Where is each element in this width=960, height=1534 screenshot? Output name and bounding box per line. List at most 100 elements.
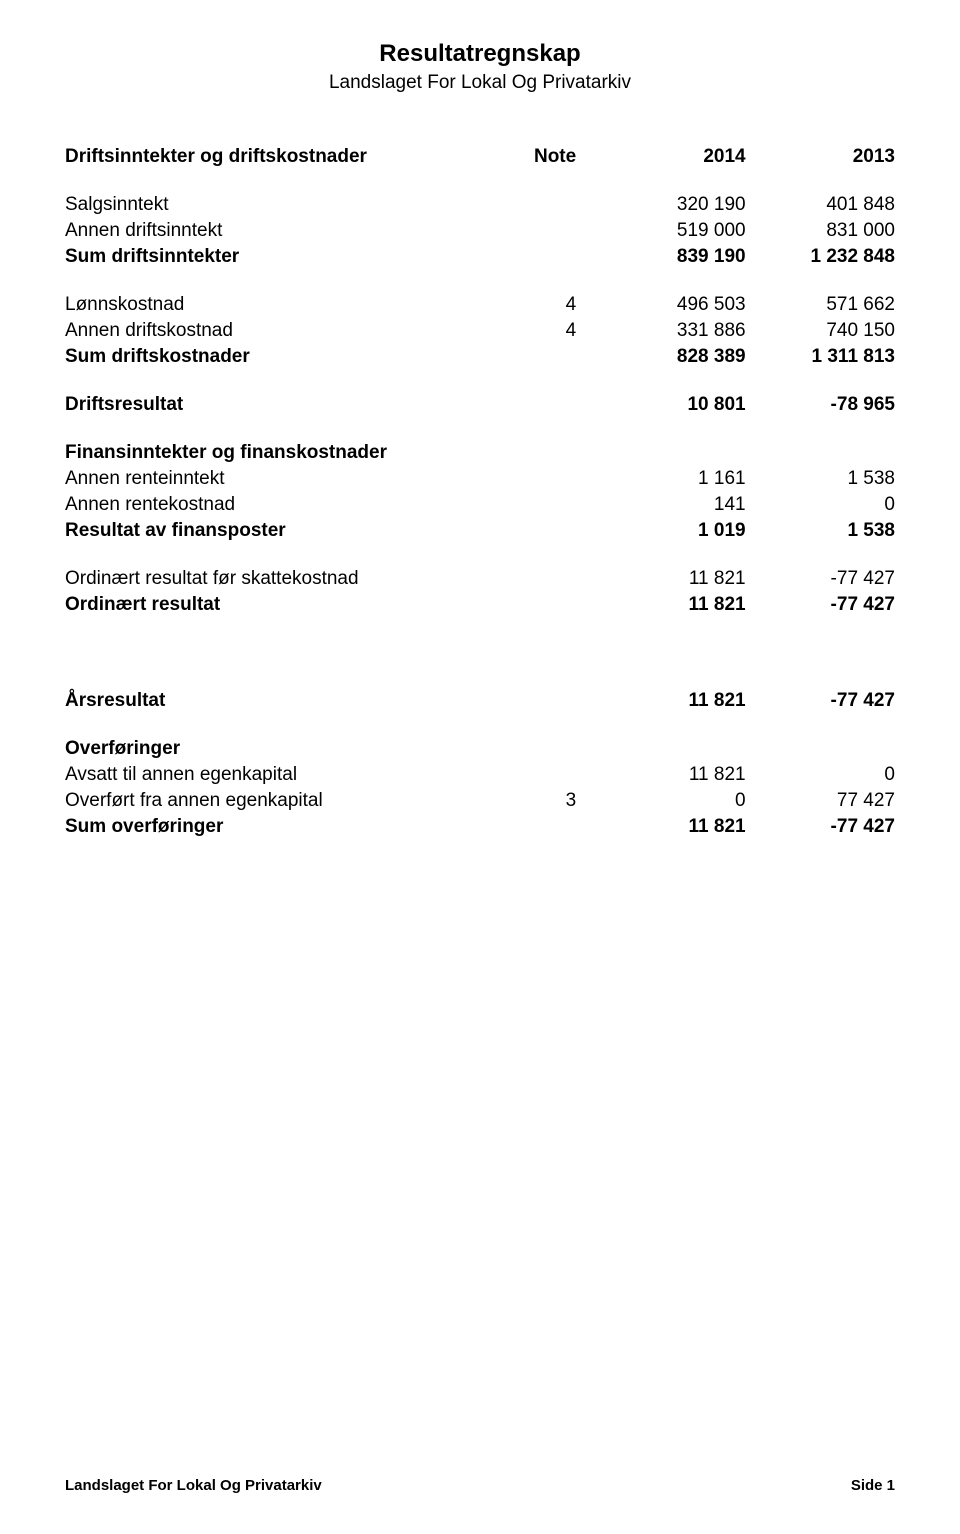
- footer-right: Side 1: [851, 1477, 895, 1494]
- row-label: Årsresultat: [65, 688, 497, 714]
- spacer-row: [65, 714, 895, 736]
- row-value1: 320 190: [596, 192, 745, 218]
- row-note: [497, 518, 597, 544]
- row-value2: 1 311 813: [746, 344, 895, 370]
- row-label: Annen driftsinntekt: [65, 218, 497, 244]
- row-note: [497, 344, 597, 370]
- header-year2: 2013: [746, 144, 895, 170]
- row-note: [497, 440, 597, 466]
- table-row: Annen renteinntekt 1 1611 538: [65, 466, 895, 492]
- table-row: Annen driftskostnad4331 886740 150: [65, 318, 895, 344]
- row-value1: [596, 736, 745, 762]
- row-value1: 11 821: [596, 762, 745, 788]
- table-row: Overført fra annen egenkapital3077 427: [65, 788, 895, 814]
- row-value2: -77 427: [746, 566, 895, 592]
- row-value2: [746, 440, 895, 466]
- title-block: Resultatregnskap Landslaget For Lokal Og…: [65, 40, 895, 94]
- row-value1: 828 389: [596, 344, 745, 370]
- row-label: Annen renteinntekt: [65, 466, 497, 492]
- row-value1: 839 190: [596, 244, 745, 270]
- row-label: Sum driftsinntekter: [65, 244, 497, 270]
- header-label: Driftsinntekter og driftskostnader: [65, 144, 497, 170]
- row-value1: 1 161: [596, 466, 745, 492]
- row-label: Ordinært resultat: [65, 592, 497, 618]
- income-statement-table: Driftsinntekter og driftskostnaderNote20…: [65, 144, 895, 840]
- table-row: Finansinntekter og finanskostnader: [65, 440, 895, 466]
- header-note: Note: [497, 144, 597, 170]
- row-note: [497, 192, 597, 218]
- row-value1: [596, 440, 745, 466]
- row-note: [497, 566, 597, 592]
- spacer-row: [65, 418, 895, 440]
- row-value1: 519 000: [596, 218, 745, 244]
- row-label: Driftsresultat: [65, 392, 497, 418]
- row-label: Sum overføringer: [65, 814, 497, 840]
- header-year1: 2014: [596, 144, 745, 170]
- table-header-row: Driftsinntekter og driftskostnaderNote20…: [65, 144, 895, 170]
- footer: Landslaget For Lokal Og Privatarkiv Side…: [65, 1477, 895, 1494]
- row-label: Lønnskostnad: [65, 292, 497, 318]
- row-note: [497, 762, 597, 788]
- row-value2: 77 427: [746, 788, 895, 814]
- row-note: [497, 244, 597, 270]
- table-row: Sum driftsinntekter 839 1901 232 848: [65, 244, 895, 270]
- row-value2: 1 232 848: [746, 244, 895, 270]
- row-value2: 401 848: [746, 192, 895, 218]
- page-title: Resultatregnskap: [65, 40, 895, 68]
- row-note: [497, 492, 597, 518]
- table-row: Ordinært resultat før skattekostnad 11 82…: [65, 566, 895, 592]
- row-note: [497, 688, 597, 714]
- row-label: Ordinært resultat før skattekostnad: [65, 566, 497, 592]
- row-note: [497, 814, 597, 840]
- row-value1: 11 821: [596, 566, 745, 592]
- table-row: Salgsinntekt 320 190401 848: [65, 192, 895, 218]
- row-value1: 10 801: [596, 392, 745, 418]
- row-note: 3: [497, 788, 597, 814]
- table-row: Annen rentekostnad 1410: [65, 492, 895, 518]
- row-value2: 1 538: [746, 466, 895, 492]
- table-row: Lønnskostnad4496 503571 662: [65, 292, 895, 318]
- row-value2: -77 427: [746, 814, 895, 840]
- spacer-row: [65, 544, 895, 566]
- row-value2: [746, 736, 895, 762]
- row-note: [497, 592, 597, 618]
- row-value1: 331 886: [596, 318, 745, 344]
- row-label: Annen rentekostnad: [65, 492, 497, 518]
- table-row: Avsatt til annen egenkapital 11 8210: [65, 762, 895, 788]
- row-value2: 740 150: [746, 318, 895, 344]
- row-value2: -78 965: [746, 392, 895, 418]
- footer-left: Landslaget For Lokal Og Privatarkiv: [65, 1477, 322, 1494]
- row-label: Sum driftskostnader: [65, 344, 497, 370]
- table-row: Sum driftskostnader 828 3891 311 813: [65, 344, 895, 370]
- table-row: Driftsresultat 10 801-78 965: [65, 392, 895, 418]
- row-value2: -77 427: [746, 688, 895, 714]
- row-value1: 496 503: [596, 292, 745, 318]
- table-row: Resultat av finansposter 1 0191 538: [65, 518, 895, 544]
- row-label: Avsatt til annen egenkapital: [65, 762, 497, 788]
- row-value2: -77 427: [746, 592, 895, 618]
- row-note: 4: [497, 318, 597, 344]
- row-value1: 11 821: [596, 592, 745, 618]
- row-value1: 141: [596, 492, 745, 518]
- row-label: Salgsinntekt: [65, 192, 497, 218]
- row-value2: 0: [746, 762, 895, 788]
- page-subtitle: Landslaget For Lokal Og Privatarkiv: [65, 72, 895, 94]
- row-note: [497, 218, 597, 244]
- row-note: 4: [497, 292, 597, 318]
- row-value1: 11 821: [596, 688, 745, 714]
- row-label: Resultat av finansposter: [65, 518, 497, 544]
- row-value1: 1 019: [596, 518, 745, 544]
- row-note: [497, 392, 597, 418]
- row-note: [497, 736, 597, 762]
- table-row: Årsresultat 11 821-77 427: [65, 688, 895, 714]
- row-value2: 0: [746, 492, 895, 518]
- row-value2: 1 538: [746, 518, 895, 544]
- table-row: Sum overføringer11 821-77 427: [65, 814, 895, 840]
- row-value2: 831 000: [746, 218, 895, 244]
- row-label: Overført fra annen egenkapital: [65, 788, 497, 814]
- spacer-row: [65, 370, 895, 392]
- row-value1: 0: [596, 788, 745, 814]
- row-label: Finansinntekter og finanskostnader: [65, 440, 497, 466]
- table-row: Ordinært resultat 11 821-77 427: [65, 592, 895, 618]
- row-note: [497, 466, 597, 492]
